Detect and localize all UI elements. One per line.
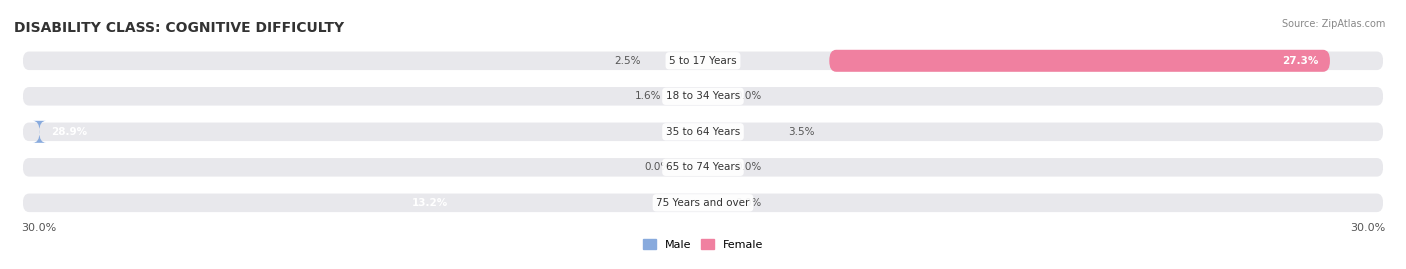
Text: 28.9%: 28.9% — [51, 127, 87, 137]
Text: 0.0%: 0.0% — [735, 198, 762, 208]
FancyBboxPatch shape — [830, 50, 1330, 72]
FancyBboxPatch shape — [21, 121, 1385, 143]
Text: 30.0%: 30.0% — [21, 224, 56, 233]
Text: DISABILITY CLASS: COGNITIVE DIFFICULTY: DISABILITY CLASS: COGNITIVE DIFFICULTY — [14, 21, 344, 35]
Text: 65 to 74 Years: 65 to 74 Years — [666, 162, 740, 172]
Text: 27.3%: 27.3% — [1282, 56, 1319, 66]
Text: Source: ZipAtlas.com: Source: ZipAtlas.com — [1281, 19, 1385, 29]
Text: 35 to 64 Years: 35 to 64 Years — [666, 127, 740, 137]
Text: 13.2%: 13.2% — [412, 198, 447, 208]
Text: 0.0%: 0.0% — [735, 91, 762, 101]
Text: 75 Years and over: 75 Years and over — [657, 198, 749, 208]
Legend: Male, Female: Male, Female — [638, 234, 768, 254]
Text: 0.0%: 0.0% — [735, 162, 762, 172]
FancyBboxPatch shape — [32, 121, 46, 143]
FancyBboxPatch shape — [21, 156, 1385, 178]
Text: 1.6%: 1.6% — [636, 91, 662, 101]
Text: 18 to 34 Years: 18 to 34 Years — [666, 91, 740, 101]
Text: 2.5%: 2.5% — [614, 56, 641, 66]
FancyBboxPatch shape — [21, 192, 1385, 214]
FancyBboxPatch shape — [21, 85, 1385, 107]
Text: 3.5%: 3.5% — [787, 127, 814, 137]
Text: 0.0%: 0.0% — [644, 162, 671, 172]
FancyBboxPatch shape — [21, 50, 1385, 72]
Text: 30.0%: 30.0% — [1350, 224, 1385, 233]
Text: 5 to 17 Years: 5 to 17 Years — [669, 56, 737, 66]
